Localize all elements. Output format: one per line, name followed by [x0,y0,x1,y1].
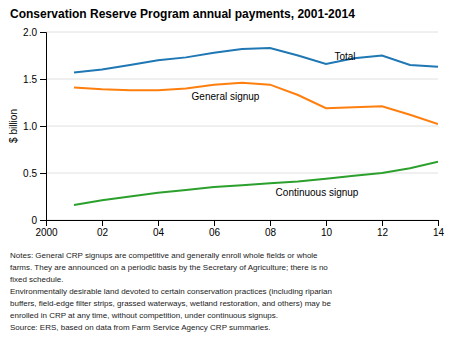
x-tick: 06 [209,220,221,238]
x-tick-label: 2000 [35,227,58,238]
title: Conservation Reserve Program annual paym… [10,7,355,21]
grid-line [46,79,438,80]
y-axis-title: $ billion [8,109,19,143]
y-tick: 1.0 [23,121,46,132]
grid-line [46,32,438,33]
y-tick-label: 1.5 [23,74,37,85]
y-tick-label: 2.0 [23,27,37,38]
chart: 2000 02 04 06 08 10 12 14 0 0.5 1.0 1.5 2.0 $ billion… [0,0,450,360]
note-line: Environmentally desirable land devoted t… [10,287,332,296]
y-tick-mark [40,220,46,221]
x-tick: 02 [97,220,109,238]
y-tick: 0.5 [23,168,46,179]
note-line: farms. They are announced on a periodic … [10,263,328,272]
note-line: Notes: General CRP signups are competiti… [10,251,318,260]
x-tick-label: 06 [209,227,221,238]
y-tick: 0 [31,215,46,226]
y-tick: 2.0 [23,27,46,38]
x-tick-label: 14 [433,227,445,238]
note-line: buffers, field-edge filter strips, grass… [10,299,331,308]
y-axis: 0 0.5 1.0 1.5 2.0 [23,27,46,226]
grid [46,32,438,220]
line-label: General signup [192,91,260,102]
x-tick-mark [270,220,271,226]
y-tick-mark [40,32,46,33]
series-line [74,48,438,72]
note-line: fixed schedule. [10,275,63,284]
x-tick-mark [102,220,103,226]
notes: Notes: General CRP signups are competiti… [10,251,332,332]
y-axis-line [40,33,47,221]
line-label: Total [334,51,355,62]
x-axis: 2000 02 04 06 08 10 12 14 [35,220,444,238]
x-tick-mark [158,220,159,226]
annotations: Total General signup Continuous signup [192,51,359,197]
x-tick-label: 02 [97,227,109,238]
note-line: enrolled in CRP at any time, without com… [10,311,278,320]
series-line [74,83,438,124]
y-tick-label: 0 [31,215,37,226]
y-tick: 1.5 [23,74,46,85]
x-tick-mark [214,220,215,226]
line-label: Continuous signup [276,187,359,198]
y-tick-label: 0.5 [23,168,37,179]
x-tick: 10 [321,220,333,238]
x-tick: 2000 [35,220,58,238]
y-tick-label: 1.0 [23,121,37,132]
x-tick-label: 10 [321,227,333,238]
grid-line [46,126,438,127]
x-tick-mark [438,220,439,226]
y-tick-mark [40,126,46,127]
lines [74,48,438,205]
x-tick-label: 04 [153,227,165,238]
x-tick: 04 [153,220,165,238]
x-tick-label: 08 [265,227,277,238]
x-tick-label: 12 [377,227,389,238]
note-line: Source: ERS, based on data from Farm Ser… [10,323,270,332]
x-tick: 12 [377,220,389,238]
x-tick: 14 [433,220,445,238]
x-axis-line [47,221,439,227]
x-tick: 08 [265,220,277,238]
series-line [74,162,438,205]
y-tick-mark [40,79,46,80]
x-tick-mark [382,220,383,226]
x-tick-mark [326,220,327,226]
y-tick-mark [40,173,46,174]
